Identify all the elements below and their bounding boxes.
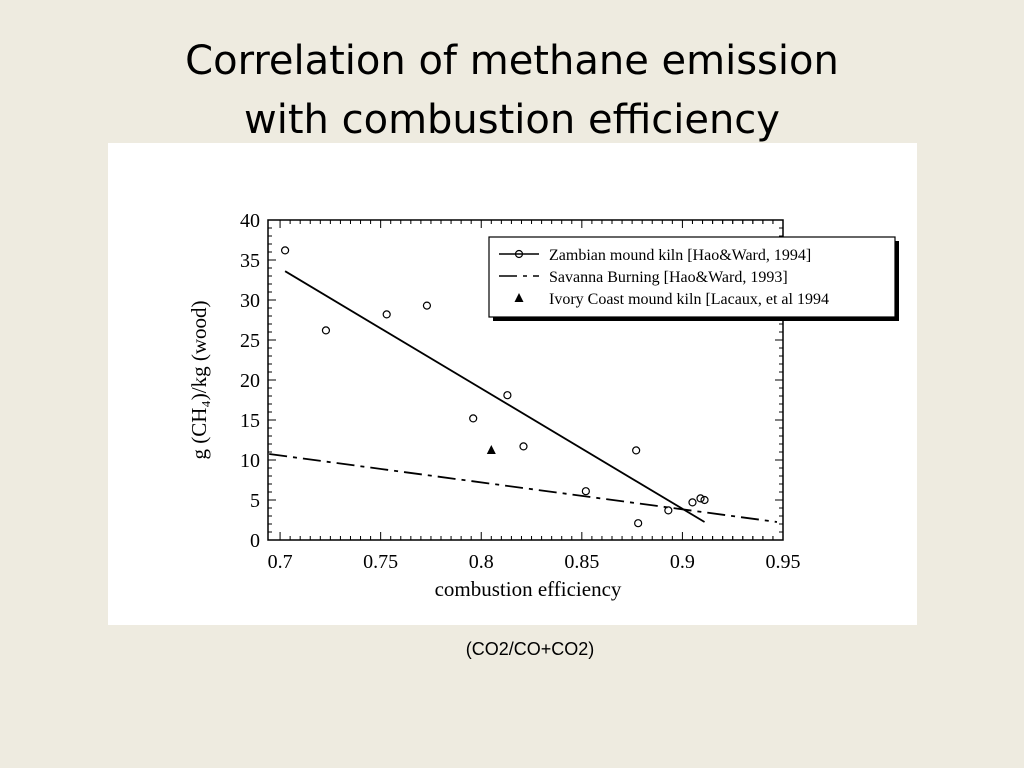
y-tick-label: 35 [240,250,260,272]
data-point [700,495,709,505]
data-point [581,487,590,496]
data-point [634,519,643,528]
legend-label: Savanna Burning [Hao&Ward, 1993] [549,269,788,286]
title-line: with combustion efficiency [244,97,780,143]
data-point [503,391,512,400]
x-tick-label: 0.95 [766,551,801,573]
y-tick-label: 10 [240,450,260,472]
y-tick-label: 30 [240,290,260,312]
data-point [632,446,641,455]
data-point [469,414,478,423]
data-point [382,310,391,319]
legend-box [488,236,896,318]
y-tick-label: 40 [240,210,260,232]
x-tick-label: 0.85 [564,551,599,573]
y-axis-label: g (CH₄)/kg (wood) [187,301,211,460]
subtitle: (CO2/CO+CO2) [466,639,595,659]
data-point [664,506,673,515]
y-tick-label: 20 [240,370,260,392]
series-line [269,453,778,523]
y-tick-label: 5 [250,490,260,512]
x-tick-label: 0.75 [363,551,398,573]
x-tick-label: 0.9 [670,551,695,573]
data-point [321,326,331,335]
legend-label: Zambian mound kiln [Hao&Ward, 1994] [549,247,811,264]
data-point [688,498,697,507]
y-tick-label: 15 [240,410,260,432]
x-axis-label: combustion efficiency [435,577,622,601]
title-line: Correlation of methane emission [185,38,839,84]
legend-marker [514,249,524,259]
data-point [280,246,290,255]
x-tick-label: 0.7 [268,551,293,573]
data-point [696,494,705,503]
data-point [486,445,496,454]
data-point [422,301,432,310]
y-tick-label: 0 [250,530,260,552]
legend-label: Ivory Coast mound kiln [Lacaux, et al 19… [549,291,829,308]
legend-marker [514,293,524,302]
trend-line [284,270,706,523]
x-tick-label: 0.8 [469,551,494,573]
chart-panel [108,143,917,625]
data-point [519,442,528,451]
y-tick-label: 25 [240,330,260,352]
